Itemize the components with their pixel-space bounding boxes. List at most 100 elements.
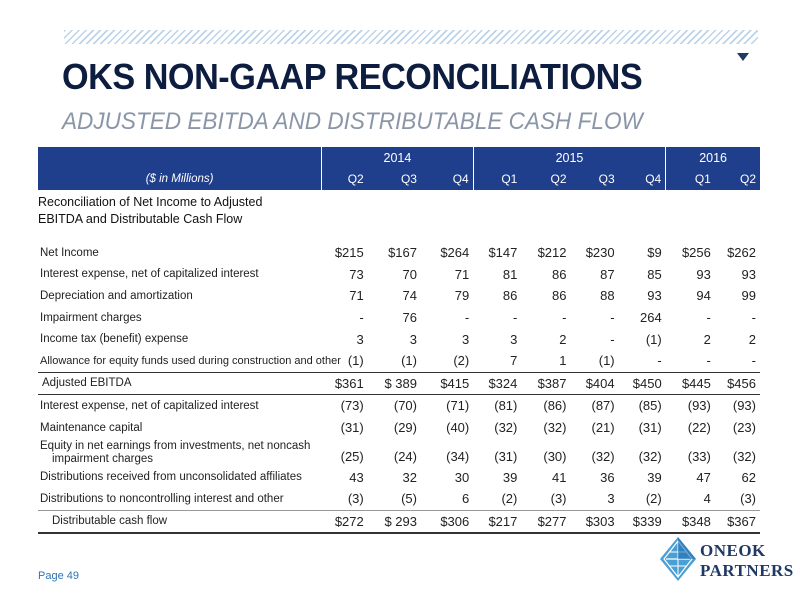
oneok-partners-logo: ONEOK PARTNERS — [660, 537, 793, 585]
cell-value: - — [610, 310, 615, 326]
row-label: Equity in net earnings from investments,… — [38, 438, 322, 466]
cell-value: 43 — [349, 469, 364, 485]
cell-value: (93) — [714, 394, 760, 417]
quarter-header: Q1 — [665, 169, 715, 190]
cell-value: (81) — [473, 394, 522, 417]
cell-value: $303 — [570, 510, 619, 535]
cell-value: (86) — [521, 394, 571, 417]
quarter-header: Q2 — [521, 169, 571, 190]
cell-value: (24) — [393, 449, 417, 465]
cell-value: 86 — [552, 266, 567, 282]
cell-value: $147 — [488, 245, 518, 261]
cell-value: 76 — [402, 310, 417, 326]
cell-value: (21) — [591, 420, 615, 436]
units-label: ($ in Millions) — [38, 169, 322, 190]
row-label: Adjusted EBITDA — [38, 371, 322, 395]
table-row: Maintenance capital (31) (29) (40) (32) … — [38, 417, 760, 439]
year-header-row: 2014 2015 2016 — [38, 147, 760, 169]
table-row: Interest expense, net of capitalized int… — [38, 394, 760, 417]
cell-value: 4 — [665, 487, 715, 511]
cell-value: 32 — [402, 469, 417, 485]
section-title-row: Reconciliation of Net Income to Adjusted… — [38, 189, 760, 228]
cell-value: (1) — [598, 353, 615, 369]
cell-value: $450 — [618, 371, 666, 395]
cell-value: (31) — [340, 420, 364, 436]
total-row-adjusted-ebitda: Adjusted EBITDA $361 $ 389 $415 $324 $38… — [38, 371, 760, 395]
reconciliation-table: 2014 2015 2016 ($ in Millions) Q2 Q3 Q4 … — [38, 147, 760, 535]
cell-value: 93 — [696, 266, 711, 282]
cell-value: (3) — [321, 487, 368, 511]
cell-value: 74 — [402, 288, 417, 304]
table-row: Distributions received from unconsolidat… — [38, 466, 760, 488]
cell-value: $415 — [420, 371, 474, 395]
logo-wordmark: ONEOK PARTNERS — [700, 541, 794, 581]
cell-value: (32) — [591, 449, 615, 465]
cell-value: $264 — [440, 245, 470, 261]
quarter-header: Q4 — [618, 169, 666, 190]
page-title: OKS NON-GAAP RECONCILIATIONS — [62, 56, 643, 97]
row-label: Distributions to noncontrolling interest… — [38, 487, 322, 511]
cell-value: - — [706, 353, 711, 369]
cell-value: (22) — [687, 420, 711, 436]
cell-value: (23) — [732, 420, 756, 436]
logo-line-partners: PARTNERS — [700, 561, 794, 580]
row-label: Income tax (benefit) expense — [40, 333, 189, 346]
quarter-header: Q2 — [321, 169, 368, 190]
cell-value: (32) — [543, 420, 567, 436]
cell-value: (5) — [367, 487, 421, 511]
cell-value: (32) — [638, 449, 662, 465]
cell-value: (2) — [453, 353, 470, 369]
cell-value: 71 — [349, 288, 364, 304]
table-row: Equity in net earnings from investments,… — [38, 438, 760, 466]
row-label: Distributions received from unconsolidat… — [40, 471, 302, 484]
cell-value: (34) — [446, 449, 470, 465]
cell-value: $167 — [388, 245, 417, 261]
cell-value: (1) — [401, 353, 417, 369]
row-label: Depreciation and amortization — [40, 289, 193, 302]
quarter-header-row: ($ in Millions) Q2 Q3 Q4 Q1 Q2 Q3 Q4 Q1 … — [38, 169, 760, 190]
row-label: Interest expense, net of capitalized int… — [38, 394, 322, 417]
cell-value: (2) — [473, 487, 522, 511]
cell-value: - — [657, 353, 662, 369]
section-title: Reconciliation of Net Income to Adjusted… — [38, 195, 263, 226]
cell-value: $9 — [647, 245, 662, 261]
cell-value: - — [751, 353, 756, 369]
cell-value: (71) — [420, 394, 474, 417]
cell-value: $217 — [473, 510, 522, 535]
table-row: Allowance for equity funds used during c… — [38, 350, 760, 372]
cell-value: 73 — [349, 266, 364, 282]
cell-value: $361 — [321, 371, 368, 395]
cell-value: 36 — [600, 469, 615, 485]
row-label-line2: impairment charges — [52, 453, 153, 466]
cell-value: (1) — [347, 353, 364, 369]
page-number: Page 49 — [38, 570, 79, 582]
cell-value: 99 — [741, 288, 756, 304]
cell-value: 1 — [559, 353, 567, 369]
cell-value: 2 — [559, 331, 567, 347]
header-corner — [38, 147, 322, 169]
cell-value: 70 — [402, 266, 417, 282]
cell-value: - — [706, 310, 711, 326]
cell-value: (3) — [714, 487, 760, 511]
cell-value: 87 — [600, 266, 615, 282]
table-row: Distributions to noncontrolling interest… — [38, 487, 760, 511]
cell-value: $456 — [714, 371, 760, 395]
cell-value: 264 — [640, 310, 662, 326]
logo-line-oneok: ONEOK — [700, 541, 766, 560]
cell-value: 71 — [454, 266, 470, 282]
year-header-2014: 2014 — [321, 147, 474, 169]
triangle-marker-icon — [737, 53, 749, 61]
cell-value: - — [464, 310, 470, 326]
row-label: Impairment charges — [40, 311, 142, 324]
quarter-header: Q1 — [472, 169, 522, 190]
cell-value: (93) — [665, 394, 715, 417]
cell-value: 3 — [570, 487, 619, 511]
cell-value: 3 — [462, 331, 470, 347]
table-row: Net Income $215 $167 $264 $147 $212 $230… — [38, 242, 760, 264]
cell-value: 7 — [510, 353, 518, 369]
cell-value: (30) — [543, 449, 567, 465]
cell-value: - — [562, 310, 567, 326]
cell-value: 81 — [502, 266, 518, 282]
cell-value: $230 — [585, 245, 615, 261]
cell-value: (29) — [393, 420, 417, 436]
